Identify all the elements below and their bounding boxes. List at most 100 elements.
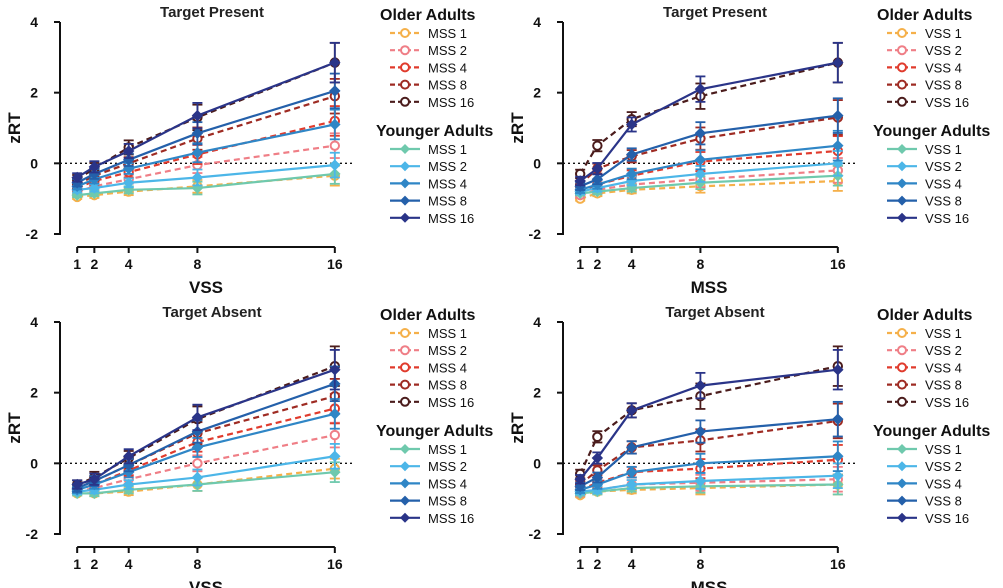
- series-younger-4: [71, 41, 341, 184]
- x-tick-label: 8: [194, 556, 202, 572]
- data-point: [122, 177, 135, 189]
- x-tick-label: 2: [90, 556, 98, 572]
- y-axis-label: zRT: [508, 412, 527, 444]
- data-point: [694, 168, 707, 180]
- legend-swatch-marker: [897, 328, 907, 338]
- data-point: [832, 469, 844, 482]
- y-tick-label: 0: [30, 155, 38, 171]
- x-tick-label: 8: [194, 256, 202, 272]
- data-point: [625, 478, 638, 491]
- data-point: [122, 162, 135, 175]
- legend-swatch-marker: [400, 328, 410, 338]
- legend-swatch-marker: [400, 161, 410, 172]
- chart-title: Target Present: [160, 4, 264, 21]
- legend-swatch-marker: [897, 362, 907, 373]
- legend-group-title: Younger Adults: [376, 423, 493, 440]
- x-tick-label: 16: [830, 256, 846, 272]
- legend-entry-label: VSS 16: [925, 211, 969, 226]
- series-younger-4: [574, 349, 844, 485]
- x-tick-label: 2: [593, 556, 601, 572]
- legend-swatch-marker: [897, 195, 907, 206]
- legend-swatch-marker: [400, 45, 410, 56]
- data-point: [122, 450, 135, 462]
- data-point: [694, 457, 707, 470]
- legend-swatch-marker: [400, 144, 410, 154]
- data-point: [625, 148, 638, 161]
- legend-swatch-marker: [897, 28, 907, 38]
- series-older-0: [574, 170, 844, 204]
- x-tick-label: 2: [593, 256, 601, 272]
- data-point: [694, 83, 707, 95]
- x-tick-label: 1: [576, 256, 584, 272]
- legend-swatch-marker: [897, 345, 907, 356]
- legend-entry-label: MSS 4: [428, 360, 467, 375]
- x-tick-label: 1: [73, 556, 81, 572]
- legend-swatch-marker: [400, 396, 410, 407]
- y-tick-label: 4: [533, 314, 541, 330]
- legend-group-title: Older Adults: [877, 307, 973, 324]
- legend-entry-label: MSS 16: [428, 511, 474, 526]
- x-tick-label: 4: [628, 256, 636, 272]
- data-point: [694, 127, 707, 140]
- data-point: [191, 441, 204, 454]
- legend-entry-label: MSS 2: [428, 159, 467, 174]
- data-point: [832, 139, 844, 152]
- legend-swatch-marker: [400, 478, 410, 489]
- data-point: [625, 168, 638, 180]
- series-line: [579, 149, 838, 193]
- data-point: [832, 450, 844, 462]
- data-point: [591, 173, 604, 185]
- legend-entry-label: MSS 8: [428, 494, 467, 509]
- data-point: [329, 466, 341, 478]
- x-tick-label: 8: [697, 556, 705, 572]
- x-tick-label: 4: [125, 256, 133, 272]
- legend-swatch-marker: [897, 461, 907, 472]
- data-point: [329, 140, 341, 151]
- series-line: [579, 114, 838, 188]
- data-point: [832, 413, 844, 425]
- y-tick-label: 4: [30, 314, 38, 330]
- y-tick-label: 4: [30, 14, 38, 30]
- data-point: [694, 475, 707, 487]
- data-point: [574, 473, 586, 485]
- legend-swatch-marker: [897, 144, 907, 154]
- legend-entry-label: VSS 8: [925, 494, 962, 509]
- legend-entry-label: VSS 8: [925, 194, 962, 209]
- y-tick-label: 2: [533, 85, 541, 101]
- x-tick-label: 4: [628, 556, 636, 572]
- legend-entry-label: VSS 4: [925, 60, 962, 75]
- series-younger-1: [71, 151, 341, 196]
- legend-swatch-marker: [400, 362, 410, 373]
- data-point: [88, 182, 101, 194]
- y-tick-label: 2: [30, 385, 38, 401]
- data-point: [329, 118, 341, 131]
- series-younger-1: [574, 462, 844, 498]
- x-tick-label: 1: [576, 556, 584, 572]
- x-tick-label: 16: [327, 556, 343, 572]
- legend-swatch-marker: [400, 495, 410, 506]
- x-tick-label: 1: [73, 256, 81, 272]
- series-line: [77, 467, 335, 495]
- x-tick-label: 8: [697, 256, 705, 272]
- y-tick-label: 4: [533, 14, 541, 30]
- data-point: [694, 425, 707, 438]
- series-younger-4: [71, 349, 341, 491]
- legend-entry-label: MSS 8: [428, 378, 467, 393]
- legend-entry-label: MSS 16: [428, 95, 474, 110]
- y-tick-label: -2: [26, 226, 39, 242]
- data-point: [88, 473, 101, 485]
- legend-entry-label: MSS 1: [428, 142, 467, 157]
- legend-group-title: Older Adults: [380, 307, 476, 324]
- series-line: [76, 61, 336, 179]
- data-point: [191, 471, 204, 484]
- legend-entry-label: MSS 4: [428, 60, 467, 75]
- x-tick-label: 16: [327, 256, 343, 272]
- legend-swatch-marker: [400, 212, 410, 223]
- data-point: [625, 441, 638, 454]
- legend-entry-label: VSS 16: [925, 511, 969, 526]
- data-point: [88, 161, 101, 173]
- data-point: [694, 154, 707, 166]
- data-point: [832, 56, 844, 69]
